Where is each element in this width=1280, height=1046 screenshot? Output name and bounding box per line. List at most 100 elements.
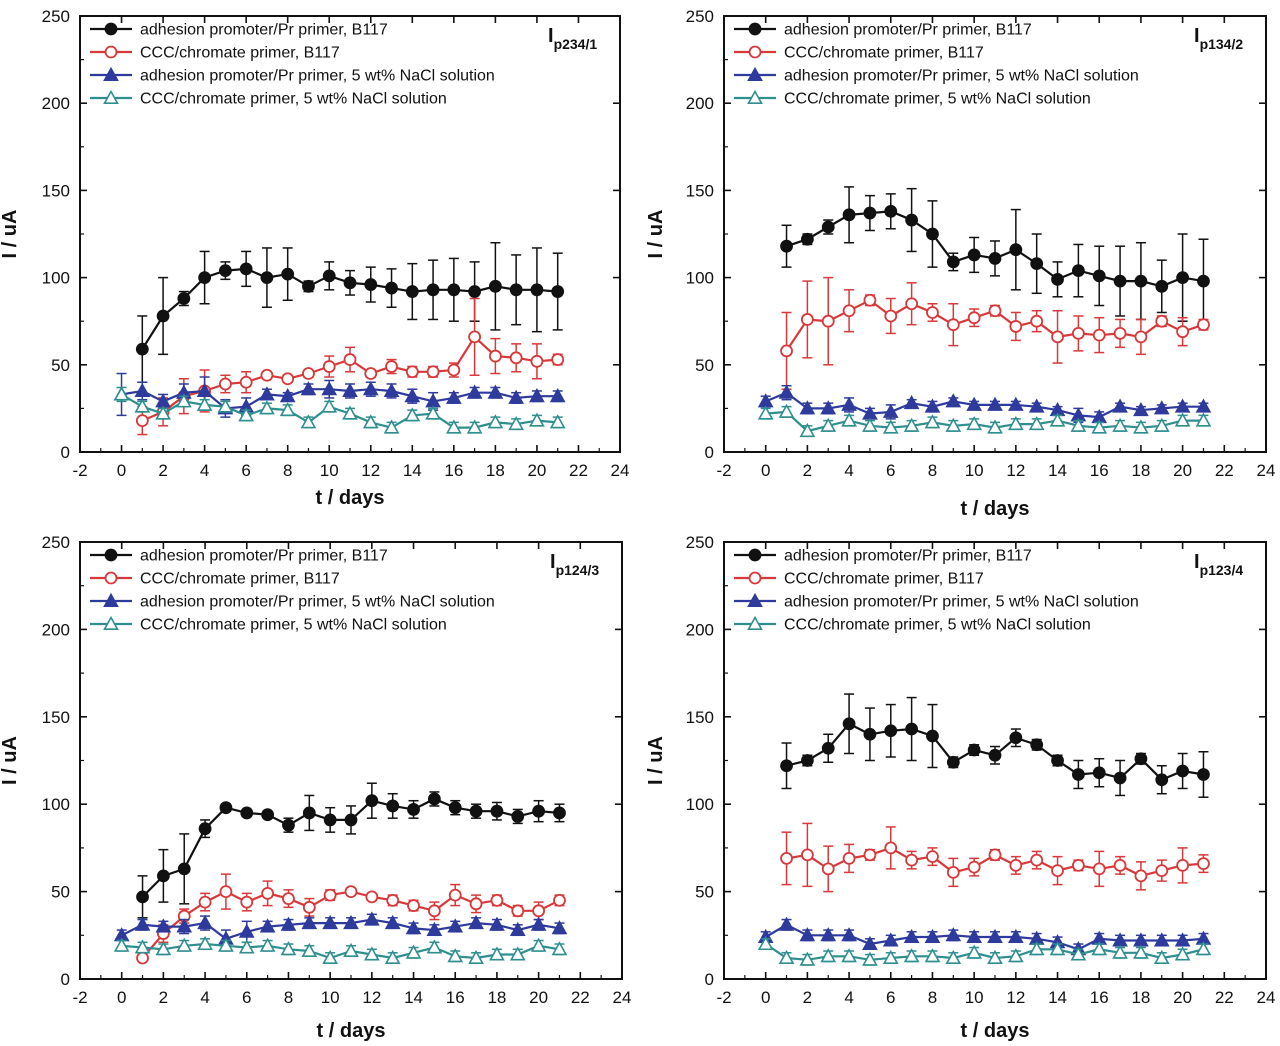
x-tick-label: 14 (1048, 461, 1067, 480)
data-point (488, 349, 502, 363)
data-point (967, 860, 981, 874)
data-point (863, 206, 877, 220)
data-point (1155, 314, 1169, 328)
panel-tag: Ip134/2 (1194, 25, 1243, 52)
data-point (511, 904, 525, 918)
y-tick-label: 150 (686, 708, 714, 727)
y-tick-label: 200 (42, 620, 70, 639)
series-line (120, 393, 558, 429)
data-point (841, 948, 857, 963)
data-point (987, 396, 1003, 411)
data-point (987, 419, 1003, 434)
data-point (426, 365, 440, 379)
x-tick-label: 16 (1090, 988, 1109, 1007)
data-point (344, 885, 358, 898)
y-tick-label: 250 (42, 533, 70, 552)
data-point (1028, 415, 1045, 431)
legend-marker (747, 66, 763, 81)
data-point (219, 801, 233, 815)
data-point (1113, 858, 1127, 872)
data-point (967, 743, 981, 757)
x-tick-label: 22 (571, 988, 590, 1007)
data-point (988, 304, 1002, 318)
data-point (260, 271, 274, 285)
data-point (300, 381, 317, 396)
data-point (1009, 243, 1023, 257)
data-point (1007, 415, 1024, 431)
legend-marker (104, 548, 118, 562)
legend: adhesion promoter/Pr primer, B117 CCC/chr… (734, 22, 1139, 108)
data-point (926, 850, 939, 864)
x-tick-label: 18 (1131, 461, 1150, 480)
data-point (1153, 400, 1170, 415)
data-point (508, 389, 525, 404)
x-tick-label: 6 (241, 461, 250, 480)
data-point (1113, 274, 1127, 288)
data-point (218, 377, 232, 391)
data-point (113, 386, 130, 401)
panel-tag: Ip124/3 (550, 551, 599, 578)
data-point (385, 360, 398, 373)
data-point (259, 400, 275, 415)
legend-marker (104, 22, 118, 36)
data-point (280, 916, 297, 931)
x-tick-label: 12 (1006, 461, 1025, 480)
data-point (799, 951, 816, 966)
data-point (1197, 274, 1210, 288)
data-point (988, 252, 1002, 265)
data-point (1009, 320, 1023, 333)
data-point (529, 412, 545, 427)
data-point (259, 937, 276, 952)
data-point (924, 948, 941, 963)
data-point (198, 895, 212, 909)
data-point (447, 283, 461, 297)
data-point (1051, 330, 1064, 344)
data-point (259, 386, 275, 401)
legend-label: adhesion promoter/Pr primer, B117 (784, 22, 1032, 39)
legend-marker (103, 615, 119, 631)
data-point (342, 405, 358, 420)
y-tick-label: 250 (686, 533, 714, 552)
data-point (177, 292, 191, 305)
x-axis-title: t / days (961, 498, 1030, 520)
y-tick-label: 150 (686, 181, 714, 200)
data-point (800, 848, 814, 862)
data-point (1051, 272, 1064, 286)
data-point (551, 285, 565, 298)
y-axis-title: I / uA (0, 736, 21, 785)
x-tick-label: 8 (928, 988, 937, 1007)
legend-marker (103, 592, 119, 608)
data-point (134, 916, 151, 931)
data-point (780, 239, 793, 253)
data-point (219, 885, 233, 898)
legend-label: CCC/chromate primer, 5 wt% NaCl solution (140, 91, 447, 108)
y-axis-title: I / uA (645, 736, 667, 785)
data-point (799, 400, 816, 415)
data-point (279, 401, 296, 417)
data-point (945, 949, 962, 965)
x-tick-label: 16 (444, 461, 463, 480)
data-point (530, 354, 544, 368)
legend-label: adhesion promoter/Pr primer, B117 (784, 548, 1032, 565)
y-tick-label: 250 (42, 7, 70, 26)
x-tick-label: 8 (284, 988, 293, 1007)
legend-marker (748, 548, 762, 562)
data-point (863, 848, 877, 862)
x-tick-label: -2 (72, 988, 87, 1007)
data-point (1197, 768, 1210, 781)
x-tick-label: 22 (1215, 988, 1234, 1007)
data-point (447, 918, 464, 933)
data-point (239, 375, 253, 389)
data-point (1195, 412, 1212, 427)
data-point (321, 398, 338, 413)
data-point (1155, 279, 1169, 293)
data-point (365, 794, 379, 808)
data-point (1007, 928, 1024, 944)
data-point (364, 278, 378, 291)
data-point (967, 248, 981, 262)
series-line (121, 942, 560, 960)
data-point (841, 396, 857, 411)
x-tick-label: 18 (1131, 988, 1150, 1007)
data-point (842, 304, 856, 318)
data-point (404, 407, 421, 422)
